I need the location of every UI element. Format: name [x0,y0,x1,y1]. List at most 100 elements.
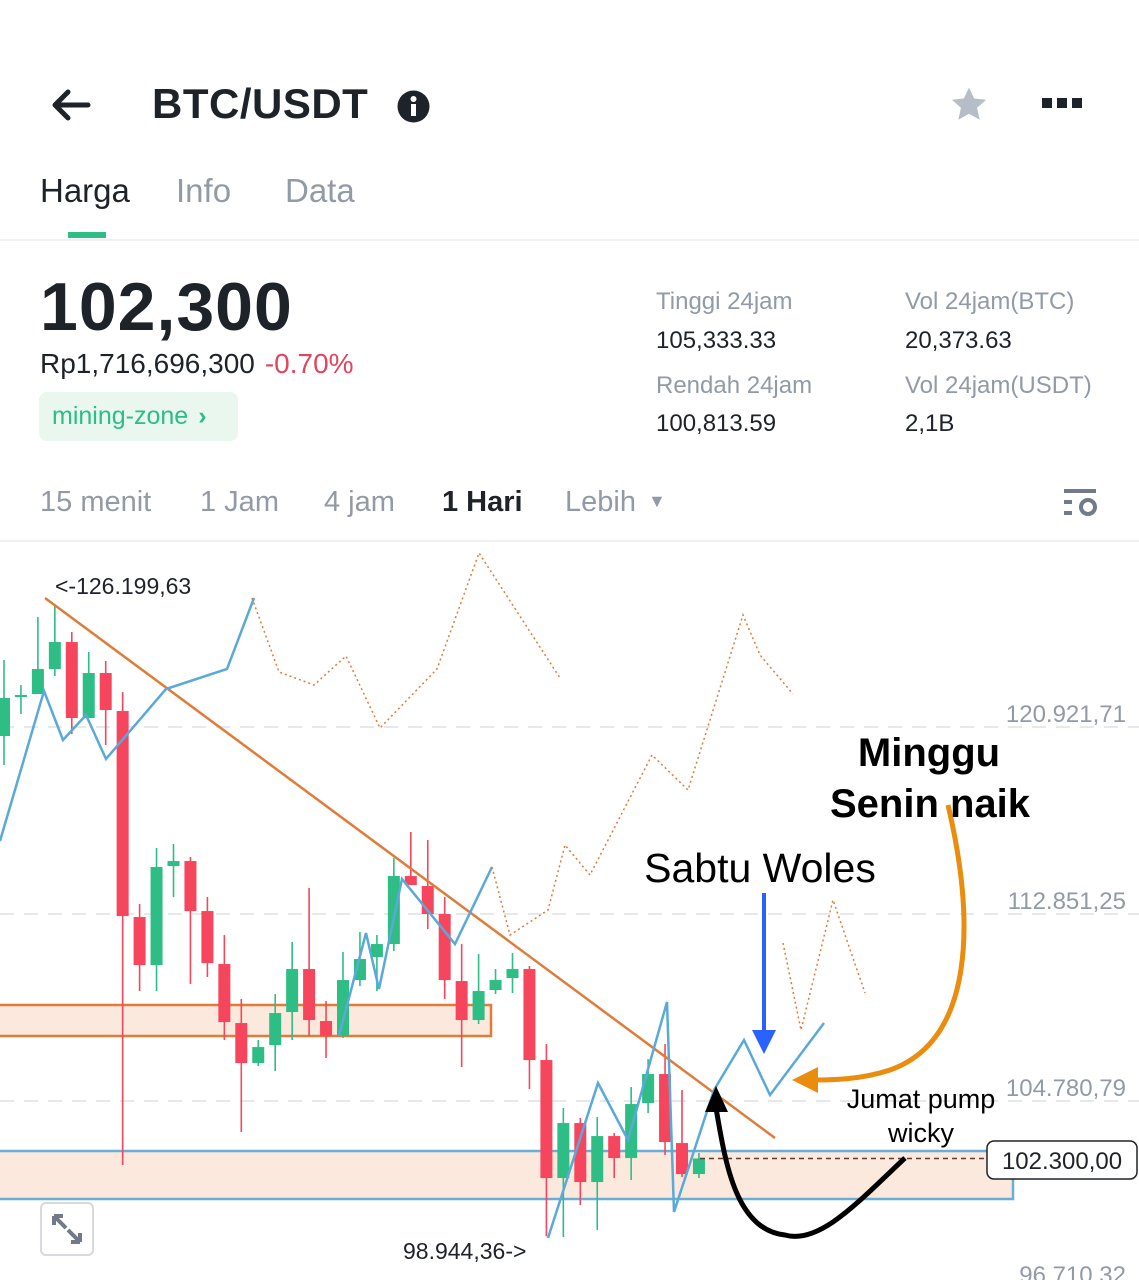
low-24h-value: 100,813.59 [656,410,777,437]
support-zone [0,1149,1015,1201]
favorite-button[interactable] [948,84,990,126]
candle-body [455,981,468,1021]
active-tab-indicator [68,232,106,238]
candle-body [540,1060,553,1179]
low-label: 98.944,36-> [403,1238,526,1264]
candle [116,692,129,1166]
price-axis: 120.921,71 112.851,25 104.780,79 96.710,32 [1006,701,1126,1280]
info-icon [397,90,430,123]
more-button[interactable] [1040,96,1084,112]
candle-body [65,642,78,719]
projection-line-3 [546,1001,825,1239]
more-label: Lebih [565,486,636,518]
annotation-senin: Senin naik [830,782,1031,826]
y-tick-label: 96.710,32 [1019,1262,1126,1280]
chevron-right-icon: › [198,402,207,430]
candle-body [184,861,197,912]
timeframe-more[interactable]: Lebih ▼ [565,486,666,519]
page-title: BTC/USDT [152,80,369,127]
candle-body [438,914,451,981]
candle-body [133,917,146,966]
candle [523,966,536,1090]
low-24h-label: Rendah 24jam [656,372,813,399]
candle-body [31,669,44,695]
candle-body [48,642,61,670]
tab-info[interactable]: Info [176,172,232,209]
y-tick-label: 104.780,79 [1006,1075,1126,1102]
chart-settings-button[interactable] [1062,487,1098,519]
candle-body [269,1013,282,1046]
candle [48,604,61,677]
high-24h-label: Tinggi 24jam [656,288,793,315]
candle [557,1108,570,1238]
candle [99,661,112,746]
back-button[interactable] [48,84,94,126]
expand-icon [52,1214,82,1244]
candle [150,848,163,992]
candle-body [676,1143,688,1175]
candlestick-chart[interactable]: 120.921,71112.851,25104.780,7996.710,32 … [0,540,1139,1280]
candle [14,685,27,715]
last-price: 102,300 [40,269,293,345]
candle-body [489,980,502,991]
blue-down-arrow [752,893,776,1054]
candle-body [320,1021,333,1037]
y-tick-label: 112.851,25 [1008,888,1126,915]
candle [31,617,44,695]
orange-curved-arrow [792,804,967,1093]
timeframe-15m[interactable]: 15 menit [40,486,152,518]
candle-body [99,673,112,711]
tag-label: mining-zone [52,402,189,430]
candle-body [82,673,95,719]
candle-body [506,969,519,979]
fullscreen-button[interactable] [40,1202,94,1256]
candle-body [692,1158,705,1175]
candle [489,969,502,995]
timeframe-1d[interactable]: 1 Hari [442,486,523,518]
candle [235,999,248,1133]
candle [269,994,282,1072]
back-arrow-icon [52,89,91,121]
chart-divider [0,540,1139,542]
last-price-tag: 102.300,00 [986,1140,1138,1180]
dotted-projection-1 [251,551,561,730]
candle [591,1117,604,1231]
gridlines [0,726,1139,1103]
candle [540,1044,553,1237]
candle [133,904,146,992]
candle [0,660,10,766]
tab-data[interactable]: Data [285,172,355,209]
candle-body [574,1123,587,1183]
more-icon [1042,98,1082,108]
candle [608,1133,621,1179]
candle-body [14,695,27,698]
projection-line-1 [0,597,256,842]
fiat-price-row: Rp1,716,696,300 -0.70% [40,348,354,380]
candle-body [642,1074,655,1104]
star-icon [951,87,987,120]
divider [0,239,1139,241]
mining-zone-tag[interactable]: mining-zone › [39,392,238,441]
candle-body [252,1047,265,1064]
timeframe-4h[interactable]: 4 jam [324,486,395,518]
price-change: -0.70% [264,348,354,379]
timeframe-1h[interactable]: 1 Jam [200,486,279,518]
vol-usdt-label: Vol 24jam(USDT) [905,372,1092,399]
last-price-label: 102.300,00 [1002,1148,1122,1175]
info-button[interactable] [397,90,430,123]
candle-body [167,861,180,867]
candle-body [150,867,163,966]
annotation-jumat: Jumat pump [847,1084,996,1114]
vol-usdt-value: 2,1B [905,410,955,437]
candle-body [116,711,129,917]
candle [438,897,451,1000]
candle [692,1153,705,1179]
tab-harga[interactable]: Harga [40,172,130,209]
chart-settings-icon [1064,489,1097,516]
candle [574,1118,587,1206]
candle [676,1090,688,1178]
black-curved-arrow [705,1086,907,1239]
candle-body [303,969,316,1021]
candle-body [218,964,231,1023]
candle-body [557,1123,570,1179]
